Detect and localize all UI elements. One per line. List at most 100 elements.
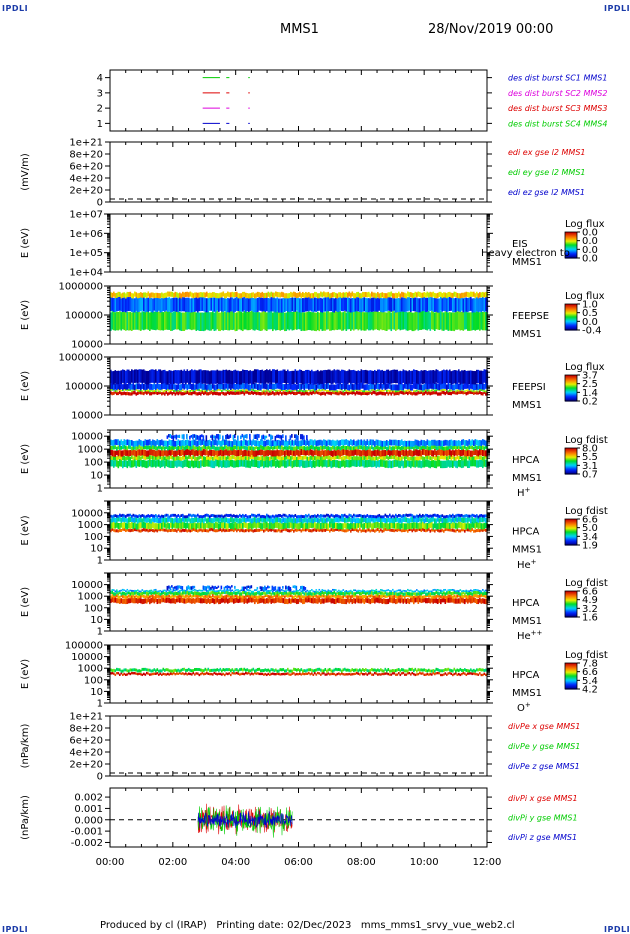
spectrogram-cell (255, 456, 258, 461)
spectrogram-cell (363, 439, 366, 446)
spectrogram-cell (225, 298, 228, 313)
spectrogram-cell (182, 516, 184, 522)
spectrogram-cell (326, 383, 328, 389)
spectrogram-cell (287, 529, 289, 533)
spectrogram-cell (249, 370, 252, 384)
spectrogram-cell (170, 517, 172, 523)
spectrogram-cell (317, 369, 319, 384)
spectrogram-cell (335, 449, 337, 456)
spectrogram-cell (164, 389, 166, 392)
spectrogram-cell (410, 297, 412, 313)
spectrogram-cell (251, 459, 253, 467)
spectrogram-cell (476, 516, 478, 522)
spectrogram-cell (351, 297, 354, 313)
spectrogram-cell (440, 516, 442, 522)
spectrogram-cell (452, 455, 454, 460)
spectrogram-cell (191, 517, 193, 523)
spectrogram-cell (477, 311, 480, 330)
spectrogram-cell (423, 370, 426, 384)
spectrogram-cell (327, 291, 330, 297)
spectrogram-cell (350, 292, 352, 298)
spectrogram-cell (300, 293, 303, 299)
spectrogram-cell (392, 439, 394, 446)
spectrogram-cell (414, 439, 417, 446)
spectrogram-cell (144, 516, 147, 522)
spectrogram-cell (248, 297, 250, 312)
spectrogram-cell (111, 440, 114, 446)
spectrogram-cell (449, 296, 451, 312)
spectrogram-cell (279, 450, 282, 457)
spectrogram-cell (159, 445, 162, 450)
spectrogram-cell (476, 383, 478, 390)
spectrogram-cell (338, 517, 340, 523)
spectrogram-cell (441, 297, 444, 312)
spectrogram-cell (251, 310, 253, 330)
spectrogram-cell (246, 383, 249, 390)
spectrogram-cell (195, 297, 198, 312)
spectrogram-cell (423, 460, 426, 468)
spectrogram-cell (149, 528, 151, 532)
spectrogram-cell (446, 390, 448, 394)
spectrogram-cell (165, 455, 168, 460)
spectrogram-cell (270, 455, 273, 460)
colorbar-segment-hpca_he1 (565, 539, 577, 542)
spectrogram-cell (230, 513, 232, 517)
spectrogram-cell (318, 383, 321, 390)
spectrogram-cell (132, 388, 135, 391)
spectrogram-cell (213, 514, 216, 518)
spectrogram-cell (258, 292, 261, 298)
spectrogram-cell (393, 529, 396, 533)
spectrogram-cell (193, 434, 196, 438)
spectrogram-cell (339, 446, 342, 451)
spectrogram-cell (428, 389, 430, 392)
spectrogram-cell (437, 311, 439, 330)
spectrogram-cell (282, 297, 285, 313)
spectrogram-cell (311, 529, 313, 533)
colorbar-segment-feepsi (565, 391, 577, 393)
spectrogram-cell (345, 517, 348, 523)
spectrogram-cell (258, 296, 261, 311)
spectrogram-cell (212, 292, 214, 298)
spectrogram-cell (401, 311, 403, 330)
spectrogram-cell (289, 435, 292, 440)
spectrogram-cell (122, 460, 124, 469)
spectrogram-cell (249, 517, 252, 523)
spectrogram-cell (381, 292, 384, 298)
spectrogram-cell (275, 370, 277, 384)
spectrogram-cell (209, 517, 211, 523)
spectrogram-cell (173, 390, 175, 395)
spectrogram-cell (426, 391, 429, 396)
spectrogram-cell (120, 445, 123, 450)
spectrogram-cell (410, 440, 412, 447)
spectrogram-cell (300, 383, 303, 390)
spectrogram-cell (476, 291, 478, 297)
spectrogram-cell (251, 455, 253, 459)
spectrogram-cell (267, 460, 270, 468)
spectrogram-cell (128, 458, 130, 467)
spectrogram-cell (398, 439, 400, 446)
spectrogram-cell (171, 455, 174, 460)
colorbar-tick-label-eis: 0.0 (582, 245, 598, 256)
spectrogram-cell (132, 441, 135, 447)
spectrogram-cell (368, 528, 370, 532)
spectrogram-cell (129, 513, 132, 517)
spectrogram-cell (374, 521, 376, 529)
spectrogram-cell (168, 439, 171, 446)
spectrogram-cell (321, 391, 324, 396)
spectrogram-cell (413, 440, 415, 447)
spectrogram-cell (251, 388, 253, 391)
spectrogram-cell (441, 370, 444, 384)
spectrogram-cell (185, 391, 187, 395)
spectrogram-cell (428, 518, 430, 524)
spectrogram-cell (390, 370, 393, 384)
spectrogram-cell (272, 523, 274, 530)
spectrogram-cell (320, 439, 322, 446)
colorbar-segment-eis (565, 235, 577, 237)
spectrogram-cell (144, 450, 147, 457)
spectrogram-cell (110, 292, 112, 298)
spectrogram-cell (219, 434, 221, 440)
spectrogram-cell (299, 298, 301, 313)
spectrogram-cell (189, 460, 192, 469)
spectrogram-cell (260, 459, 262, 467)
spectrogram-cell (318, 312, 321, 332)
